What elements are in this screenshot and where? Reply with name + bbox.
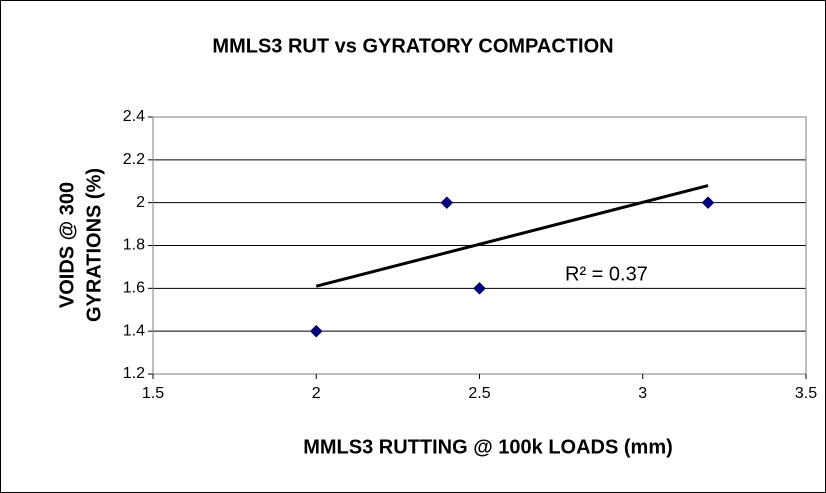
annotation: R² = 0.37	[565, 263, 648, 285]
y-tick-label: 2.4	[123, 108, 145, 125]
y-axis-label: VOIDS @ 300	[56, 182, 78, 308]
x-tick-label: 2.5	[468, 385, 490, 402]
trendline	[315, 184, 709, 288]
data-point	[309, 324, 323, 338]
y-tick-label: 1.2	[123, 365, 145, 382]
x-axis-label: MMLS3 RUTTING @ 100k LOADS (mm)	[303, 436, 673, 458]
data-point	[701, 196, 715, 210]
y-tick-label: 1.8	[123, 237, 145, 254]
chart-title: MMLS3 RUT vs GYRATORY COMPACTION	[212, 35, 613, 57]
y-tick-label: 1.4	[123, 322, 145, 339]
y-axis-label: GYRATIONS (%)	[83, 168, 105, 322]
data-point	[440, 196, 454, 210]
y-tick-label: 1.6	[123, 280, 145, 297]
x-tick-label: 3.5	[795, 385, 817, 402]
data-point	[473, 281, 486, 295]
x-tick-label: 3	[638, 385, 647, 402]
x-tick-label: 1.5	[142, 385, 164, 402]
y-tick-label: 2.2	[123, 151, 145, 168]
y-tick-label: 2	[136, 194, 145, 211]
x-tick-label: 2	[312, 385, 321, 402]
